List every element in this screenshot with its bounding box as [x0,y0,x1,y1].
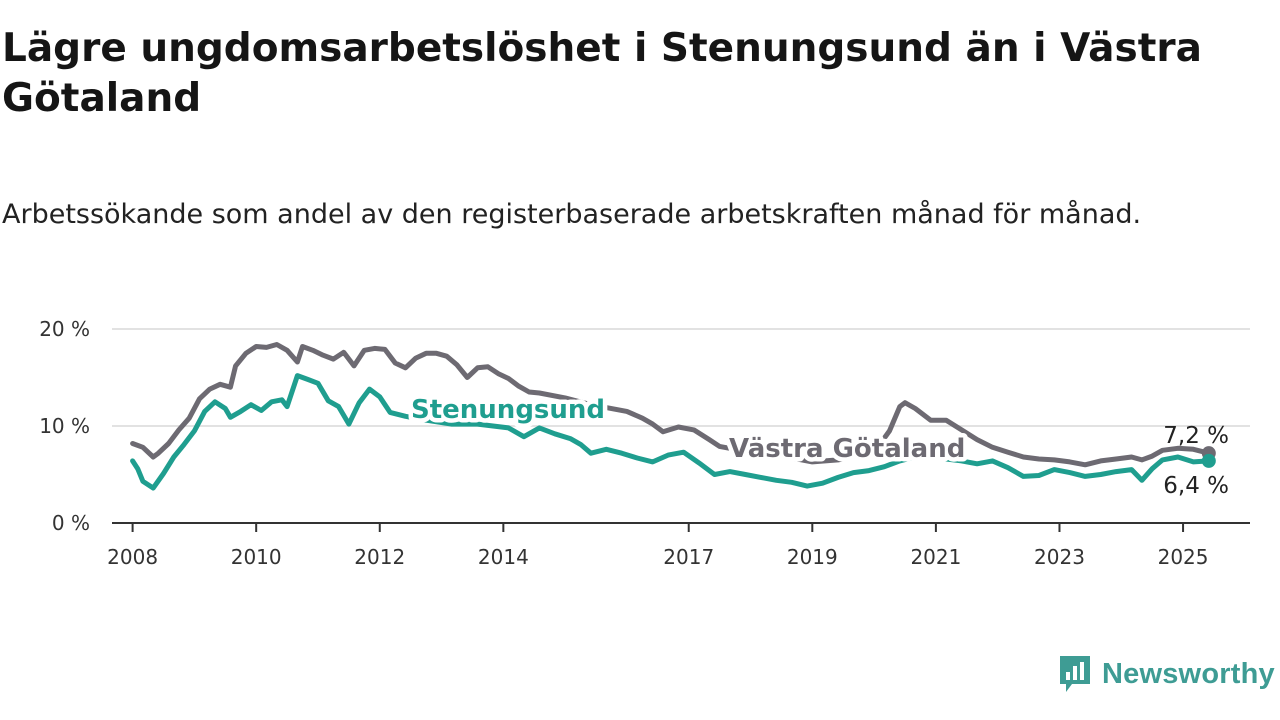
line-chart: 0 % 10 % 20 % 2008 2010 2012 2014 2017 2019 2021… [39,317,1250,569]
newsworthy-logo-icon [1060,656,1090,692]
series-label-vastra-gotaland: Västra Götaland [729,434,965,464]
x-tick-label: 2008 [107,545,158,569]
x-tick-label: 2023 [1034,545,1085,569]
x-tick-label: 2012 [354,545,405,569]
y-tick-label: 0 % [52,511,90,535]
x-tick-label: 2010 [231,545,282,569]
series-layer [130,342,1212,491]
x-tick-label: 2017 [663,545,714,569]
brand: Newsworthy [1058,654,1275,694]
x-tick-label: 2021 [910,545,961,569]
x-tick-label: 2025 [1158,545,1209,569]
series-line-vastra-gotaland [130,342,1212,468]
end-value-stenungsund: 6,4 % [1163,473,1229,499]
end-value-vastra-gotaland: 7,2 % [1163,423,1229,449]
grid-layer: 0 % 10 % 20 % [39,317,1250,535]
label-layer: Stenungsund Västra Götaland 7,2 % 6,4 % [407,391,1230,499]
brand-name: Newsworthy [1102,657,1275,690]
x-tick-label: 2014 [478,545,529,569]
chart-title: Lägre ungdomsarbetslöshet i Stenungsund … [2,26,1202,121]
y-tick-label: 20 % [39,317,90,341]
chart-subtitle: Arbetssökande som andel av den registerb… [2,199,1142,230]
x-axis: 2008 2010 2012 2014 2017 2019 2021 2023 2025 [107,522,1250,569]
x-tick-label: 2019 [787,545,838,569]
series-line-stenungsund [130,373,1212,491]
end-point-stenungsund [1201,453,1216,468]
y-tick-label: 10 % [39,414,90,438]
series-label-stenungsund: Stenungsund [411,395,605,425]
